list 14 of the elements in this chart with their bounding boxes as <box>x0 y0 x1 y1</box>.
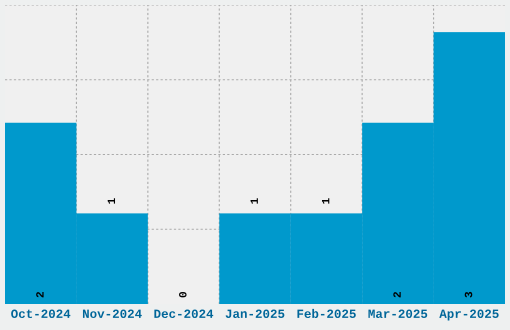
x-tick-label: Apr-2025 <box>439 310 499 321</box>
data-label: 0 <box>179 292 187 298</box>
x-tick-label: Jan-2025 <box>226 310 284 318</box>
x-tick-label: Dec-2024 <box>154 310 214 318</box>
data-label: 2 <box>36 292 44 298</box>
data-label: 1 <box>322 198 330 204</box>
x-tick-label: Nov-2024 <box>82 310 142 318</box>
x-tick-label: Oct-2024 <box>11 310 70 318</box>
x-tick-label: Mar-2025 <box>368 310 428 318</box>
data-label: 1 <box>250 198 258 204</box>
data-label: 2 <box>393 292 401 298</box>
x-tick-label: Feb-2025 <box>297 308 356 318</box>
data-label: 3 <box>464 292 472 298</box>
data-label: 1 <box>108 198 116 204</box>
